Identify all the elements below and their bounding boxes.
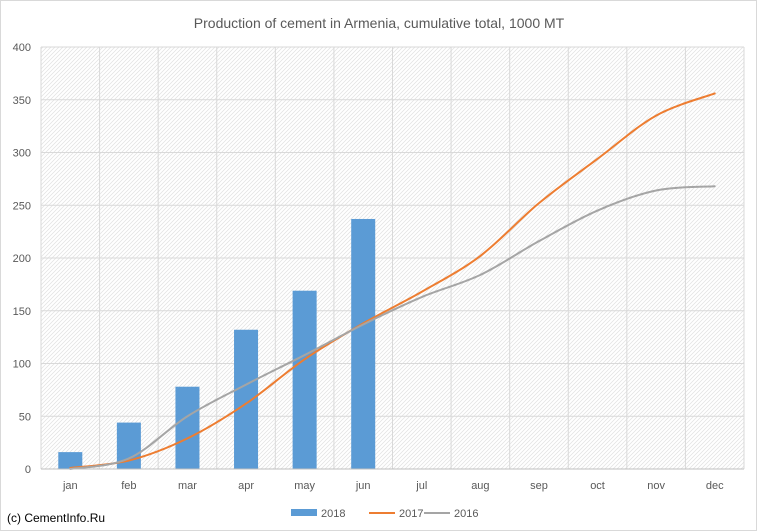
legend-label-2017: 2017 [399, 508, 423, 520]
line-2017 [69, 92, 716, 469]
legend-label-2018: 2018 [321, 508, 345, 520]
x-tick-label: jun [355, 480, 371, 492]
gridlines [40, 46, 745, 470]
x-tick-label: feb [121, 480, 136, 492]
bar-2018-jan [58, 452, 83, 469]
y-tick-label: 150 [13, 306, 31, 318]
bar-series-2018 [58, 218, 376, 469]
x-tick-label: oct [590, 480, 605, 492]
legend-marker-2018 [291, 509, 317, 516]
y-tick-label: 300 [13, 148, 31, 160]
bar-2018-may [292, 290, 317, 469]
legend-label-2016: 2016 [454, 508, 478, 520]
x-tick-label: aug [471, 480, 489, 492]
x-tick-label: mar [178, 480, 197, 492]
copyright-text: (c) CementInfo.Ru [7, 511, 106, 525]
y-tick-label: 250 [13, 200, 31, 212]
bar-2018-apr [234, 329, 259, 469]
axes: 0 50 100 150 200 250 300 350 400 jan feb mar apr may j… [13, 42, 744, 492]
y-tick-label: 200 [13, 253, 31, 265]
x-tick-label: nov [647, 480, 665, 492]
line-series [69, 92, 716, 470]
chart-title: Production of cement in Armenia, cumulat… [194, 15, 565, 31]
y-tick-label: 50 [19, 411, 31, 423]
y-tick-label: 350 [13, 95, 31, 107]
line-2016 [69, 185, 716, 470]
x-tick-label: jan [62, 480, 78, 492]
x-tick-label: jul [415, 480, 427, 492]
x-tick-label: may [294, 480, 315, 492]
y-tick-label: 400 [13, 42, 31, 54]
x-tick-label: sep [530, 480, 548, 492]
x-tick-label: dec [706, 480, 724, 492]
x-tick-label: apr [238, 480, 254, 492]
bar-2018-mar [175, 386, 200, 469]
y-tick-label: 0 [25, 464, 31, 476]
legend: 2018 2017 2016 [291, 508, 478, 520]
y-tick-label: 100 [13, 359, 31, 371]
bar-2018-jun [351, 218, 376, 469]
